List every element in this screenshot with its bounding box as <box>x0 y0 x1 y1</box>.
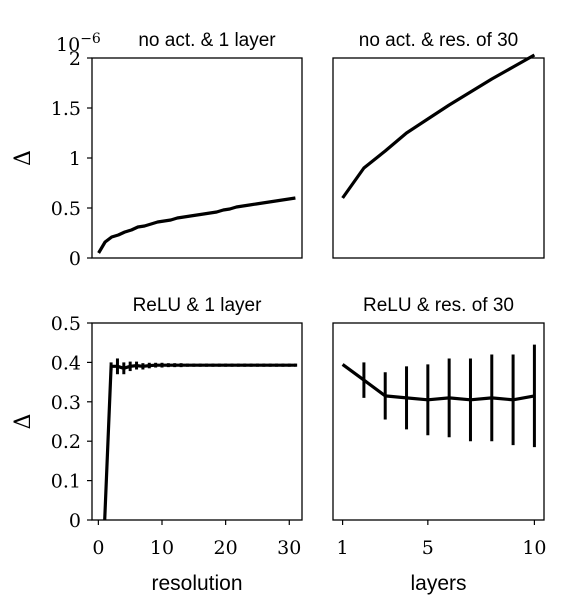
panel-3-ytick-label: 0.3 <box>51 392 81 414</box>
panel-1-ylabel: Δ <box>11 150 36 166</box>
panel-3-frame <box>91 322 303 521</box>
panel-3-xtick-label: 10 <box>150 537 174 559</box>
panel-4-series-line <box>341 363 535 402</box>
panel-1-series-line <box>97 196 296 254</box>
panel-3-xtick-label: 30 <box>277 537 301 559</box>
panel-2-title: no act. & res. of 30 <box>359 30 518 51</box>
panel-3-ytick-label: 0.5 <box>51 313 81 335</box>
panel-1-ytick-label: 0 <box>69 248 81 270</box>
panel-2-frame <box>332 57 545 259</box>
panel-1-ytick-label: 0.5 <box>51 198 81 220</box>
panel-4-xtick-label: 1 <box>337 537 349 559</box>
panel-1-title: no act. & 1 layer <box>138 30 276 51</box>
panel-3-xtick-label: 20 <box>214 537 238 559</box>
panel-4-xtick-label: 10 <box>522 537 546 559</box>
panel-3-ytick-label: 0 <box>69 510 81 532</box>
panel-3-series-line <box>103 363 296 521</box>
panel-3-ylabel: Δ <box>11 414 36 430</box>
panel-3-title: ReLU & 1 layer <box>133 295 263 316</box>
panel-1-ytick-label: 2 <box>69 48 81 70</box>
panel-4-xtick-label: 5 <box>422 537 434 559</box>
panel-1-ytick-label: 1.5 <box>51 98 81 120</box>
panel-4-frame <box>332 322 545 521</box>
panel-1-frame <box>91 57 303 259</box>
panel-4-xlabel: layers <box>410 572 466 595</box>
panel-3-ytick-label: 0.4 <box>51 352 81 374</box>
panel-3-xtick-label: 0 <box>92 537 104 559</box>
panel-2-series-line <box>341 53 536 199</box>
panel-1-ytick-label: 1 <box>69 148 81 170</box>
panel-3-ytick-label: 0.2 <box>51 431 81 453</box>
panel-3-ytick-label: 0.1 <box>51 471 81 493</box>
panel-3-xlabel: resolution <box>151 572 242 595</box>
panel-1-scale-label: 10−6 <box>56 31 101 56</box>
panel-4-title: ReLU & res. of 30 <box>363 295 514 316</box>
